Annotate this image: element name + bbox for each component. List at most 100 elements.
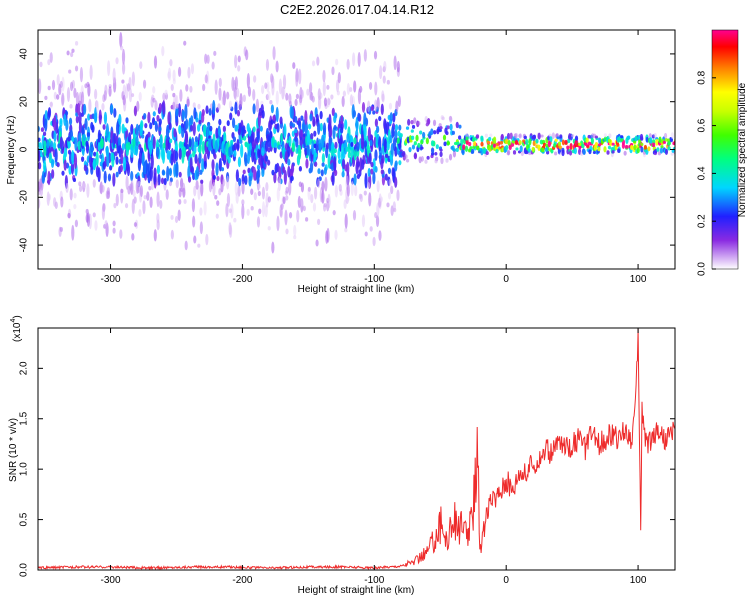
- spectrogram-cell: [139, 126, 143, 136]
- spectrogram-cell: [321, 190, 325, 204]
- spectrogram-cell: [620, 138, 624, 142]
- spectrogram-cell: [405, 126, 410, 130]
- spectrogram-cell: [163, 177, 167, 186]
- spectrogram-cell: [50, 158, 55, 169]
- spectrogram-cell: [323, 166, 328, 175]
- spectrogram-cell: [471, 137, 476, 143]
- spectrogram-cell: [51, 79, 56, 91]
- spectrogram-cell: [360, 134, 365, 150]
- spectrogram-cell: [133, 222, 138, 227]
- spectrogram-cell: [419, 130, 423, 135]
- spectrogram-cell: [285, 228, 289, 235]
- spectrogram-cell: [121, 143, 126, 151]
- spectrogram-cell: [237, 65, 241, 72]
- spectrogram-cell: [194, 153, 198, 164]
- spectrogram-cell: [512, 150, 517, 155]
- spectrogram-cell: [168, 167, 173, 177]
- spectrogram-cell: [95, 100, 99, 114]
- spectrogram-cell: [639, 133, 644, 141]
- spectrogram-cell: [568, 150, 573, 156]
- spectrogram-cell: [318, 138, 322, 153]
- spectrogram-cell: [334, 169, 338, 177]
- spectrogram-cell: [306, 129, 311, 146]
- spectrogram-cell: [73, 203, 77, 210]
- spectrogram-cell: [79, 66, 84, 83]
- spectrogram-cell: [195, 180, 199, 190]
- spectrogram-cell: [70, 51, 74, 58]
- spectrogram-cell: [109, 165, 113, 171]
- spectrogram-cell: [388, 178, 392, 187]
- spectrogram-cell: [143, 195, 147, 200]
- spectrogram-cell: [378, 230, 382, 241]
- spectrogram-cell: [90, 121, 94, 131]
- spectrogram-cell: [525, 138, 529, 146]
- spectrogram-cell: [350, 147, 354, 158]
- spectrogram-cell: [114, 151, 118, 157]
- spectrogram-cell: [603, 133, 607, 138]
- spectrogram-cell: [436, 128, 440, 135]
- spectrogram-cell: [290, 163, 295, 174]
- spectrogram-cell: [71, 48, 75, 53]
- spectrogram-cell: [88, 98, 92, 113]
- spectrogram-cell: [86, 132, 91, 137]
- spectrogram-cell: [217, 128, 222, 137]
- spectrogram-cell: [174, 150, 179, 162]
- spectrogram-cell: [354, 184, 358, 197]
- spectrogram-cell: [152, 97, 156, 103]
- spectrogram-cell: [53, 91, 57, 100]
- spectrogram-cell: [379, 196, 383, 203]
- spectrogram-cell: [237, 128, 242, 136]
- spectrogram-cell: [166, 165, 170, 182]
- spectrogram-cell: [215, 213, 219, 219]
- spectrogram-cell: [100, 138, 104, 149]
- spectrogram-cell: [128, 87, 133, 103]
- spectrogram-cell: [270, 119, 274, 125]
- spectrogram-cell: [396, 137, 400, 144]
- spectrogram-cell: [460, 138, 464, 146]
- spectrogram-cell: [282, 196, 286, 205]
- spectrogram-cell: [252, 89, 256, 101]
- spectrogram-cell: [357, 112, 361, 122]
- spectrogram-cell: [73, 153, 78, 170]
- spectrogram-cell: [158, 126, 162, 132]
- spectrogram-cell: [375, 215, 380, 228]
- spectrogram-cell: [164, 89, 168, 96]
- spectrogram-cell: [391, 126, 395, 139]
- x-tick-label: 0: [503, 274, 509, 285]
- spectrogram-cell: [569, 142, 573, 150]
- spectrogram-cell: [142, 79, 147, 89]
- spectrogram-cell: [113, 108, 117, 118]
- spectrogram-cell: [393, 55, 397, 71]
- spectrogram-cell: [317, 168, 321, 175]
- spectrogram-cell: [241, 203, 245, 220]
- spectrogram-cell: [293, 224, 297, 237]
- spectrogram-cell: [659, 147, 664, 154]
- spectrogram-cell: [85, 142, 90, 154]
- colorbar-gradient: [711, 29, 739, 270]
- spectrogram-cell: [213, 153, 217, 160]
- spectrogram-cell: [214, 79, 218, 95]
- spectrogram-cell: [140, 147, 144, 154]
- spectrogram-cell: [389, 112, 393, 122]
- spectrogram-cell: [267, 159, 271, 166]
- spectrogram-cell: [376, 125, 380, 134]
- spectrogram-cell: [98, 114, 103, 120]
- spectrogram-cell: [505, 144, 509, 151]
- spectrogram-cell: [372, 110, 376, 115]
- spectrogram-cell: [211, 61, 215, 70]
- spectrogram-cell: [53, 115, 57, 131]
- spectrogram-cell: [384, 173, 388, 181]
- spectrogram-cell: [394, 160, 398, 167]
- spectrogram-cell: [670, 132, 674, 140]
- spectrogram-cell: [320, 134, 325, 149]
- spectrogram-cell: [393, 207, 397, 213]
- y-tick-label: 1.5: [19, 411, 30, 425]
- spectrogram-cell: [205, 149, 209, 155]
- spectrogram-cell: [218, 77, 222, 88]
- y-tick-label: 20: [19, 96, 30, 108]
- spectrogram-cell: [331, 107, 335, 117]
- spectrogram-cell: [68, 165, 72, 175]
- spectrogram-cell: [136, 100, 140, 112]
- spectrogram-cell: [56, 162, 60, 168]
- spectrogram-cell: [607, 145, 612, 150]
